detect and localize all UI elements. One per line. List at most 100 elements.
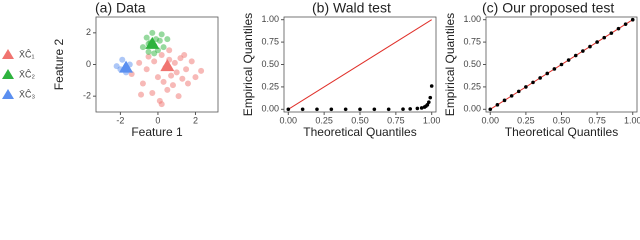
- chart-title: (c) Our proposed test: [482, 0, 614, 16]
- data-point: [358, 107, 362, 112]
- data-point: [143, 66, 150, 73]
- data-point: [488, 107, 493, 112]
- x-tick-label: 2: [193, 115, 198, 125]
- x-tick-label: -2: [116, 115, 124, 125]
- x-axis-title: Feature 1: [131, 125, 183, 139]
- x-tick-label: 0.25: [517, 115, 535, 125]
- data-point: [171, 59, 178, 66]
- data-point: [329, 107, 334, 112]
- data-point: [139, 44, 146, 51]
- y-tick-label: 0.25: [463, 81, 481, 91]
- x-axis-title: Theoretical Quantiles: [505, 125, 618, 139]
- y-tick-label: 1.00: [261, 14, 279, 24]
- data-point: [169, 82, 176, 89]
- data-point: [427, 100, 431, 104]
- data-point: [623, 22, 628, 26]
- data-point: [566, 58, 571, 62]
- data-point: [198, 67, 205, 74]
- data-point: [538, 76, 542, 80]
- chart-title: (b) Wald test: [312, 0, 391, 16]
- data-point: [372, 107, 377, 112]
- cluster-mean: [119, 60, 134, 73]
- data-point: [192, 74, 199, 81]
- data-point: [573, 53, 578, 58]
- y-tick-label: 0.25: [261, 81, 279, 91]
- data-point: [415, 106, 420, 111]
- data-point: [401, 107, 405, 111]
- data-point: [145, 53, 152, 60]
- data-point: [315, 107, 319, 112]
- y-axis-title: Empirical Quantiles: [241, 13, 255, 116]
- data-point: [143, 34, 150, 41]
- data-point: [160, 78, 167, 85]
- data-point: [429, 84, 434, 88]
- data-point: [386, 107, 391, 112]
- data-point: [552, 67, 557, 71]
- y-tick-label: 0: [86, 59, 91, 69]
- data-point: [154, 74, 161, 81]
- data-point: [419, 106, 424, 110]
- data-point: [545, 71, 550, 76]
- data-point: [168, 72, 175, 79]
- x-tick-label: 0.50: [351, 115, 369, 125]
- x-tick-label: 0.00: [280, 115, 298, 125]
- x-tick-label: 0.75: [387, 115, 405, 125]
- data-point: [343, 107, 348, 112]
- data-point: [151, 50, 158, 57]
- legend-label: X̄Ĉ₁: [19, 49, 35, 59]
- data-point: [151, 58, 158, 65]
- data-point: [160, 44, 167, 51]
- data-point: [138, 91, 145, 98]
- data-point: [531, 80, 535, 85]
- data-point: [158, 31, 165, 38]
- data-point: [502, 98, 507, 103]
- legend-marker: [2, 49, 14, 59]
- data-point: [175, 93, 182, 100]
- data-point: [616, 26, 621, 31]
- y-tick-label: 1.00: [463, 14, 481, 24]
- y-axis-title: Feature 2: [52, 38, 66, 90]
- legend-label: X̄Ĉ₂: [19, 69, 36, 79]
- x-tick-label: 0.00: [482, 115, 500, 125]
- data-point: [602, 35, 607, 40]
- data-point: [149, 29, 156, 36]
- data-point: [184, 80, 191, 87]
- data-point: [173, 69, 180, 76]
- data-point: [588, 44, 592, 49]
- y-tick-label: 2: [86, 27, 91, 37]
- data-point: [149, 90, 156, 96]
- x-tick-label: 1.00: [624, 115, 640, 125]
- x-tick-label: 1.00: [423, 115, 441, 125]
- legend-marker: [2, 89, 14, 99]
- data-point: [559, 62, 564, 67]
- data-point: [166, 47, 173, 54]
- data-point: [428, 95, 433, 100]
- page: (a) Data Feature 1 Feature 2 -2 0 2 -2 0 2 X̄Ĉ₁ X̄…: [2, 0, 640, 140]
- data-point: [164, 36, 171, 43]
- data-point: [286, 107, 291, 112]
- data-point: [119, 56, 126, 63]
- data-point: [181, 52, 188, 58]
- legend-marker: [2, 69, 14, 79]
- data-point: [164, 86, 171, 93]
- data-point: [158, 101, 165, 108]
- data-point: [495, 103, 500, 107]
- y-tick-label: 0.00: [261, 104, 279, 114]
- data-point: [300, 107, 305, 112]
- reference-line: [288, 19, 432, 110]
- x-tick-label: 0.50: [553, 115, 571, 125]
- data-point: [524, 85, 528, 89]
- data-point: [136, 59, 143, 66]
- chart-title: (a) Data: [95, 0, 146, 16]
- data-point: [425, 103, 430, 107]
- data-point: [183, 66, 190, 73]
- cluster-mean: [145, 36, 160, 49]
- x-tick-label: 0.25: [315, 115, 333, 125]
- data-point: [609, 31, 614, 35]
- y-tick-label: -2: [83, 91, 91, 101]
- y-tick-label: 0.75: [261, 36, 279, 46]
- data-point: [408, 107, 412, 111]
- data-point: [139, 80, 146, 87]
- y-tick-label: 0.50: [463, 59, 481, 69]
- data-point: [179, 75, 186, 82]
